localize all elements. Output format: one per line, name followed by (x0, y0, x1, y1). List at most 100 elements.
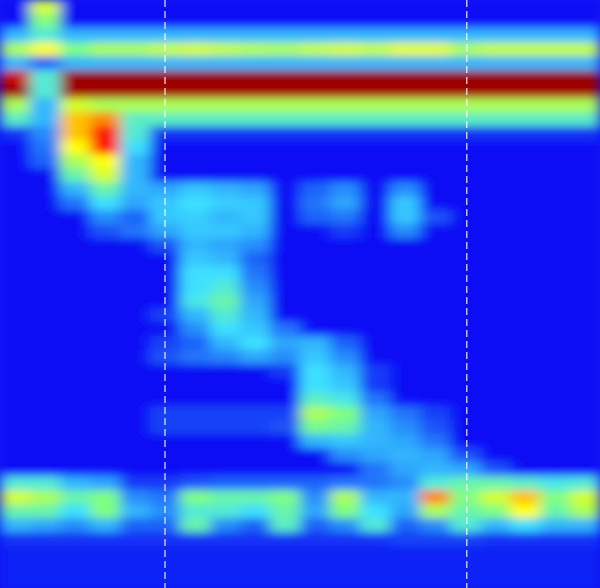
heatmap-cell (450, 196, 481, 211)
heatmap-cell (420, 532, 451, 547)
heatmap-cell (300, 378, 331, 393)
heatmap-cell (510, 196, 541, 211)
heatmap-cell (270, 364, 301, 379)
heatmap-cell (330, 560, 361, 575)
heatmap-cell (510, 532, 541, 547)
heatmap-cell (270, 350, 301, 365)
heatmap-cell (450, 280, 481, 295)
heatmap-cell (270, 238, 301, 253)
heatmap-cell (480, 294, 511, 309)
heatmap-cell (180, 28, 211, 43)
heatmap-cell (60, 364, 91, 379)
heatmap-cell (0, 532, 31, 547)
heatmap-cell (540, 476, 571, 491)
heatmap-cell (90, 490, 121, 505)
heatmap-cell (360, 182, 391, 197)
heatmap-cell (300, 266, 331, 281)
heatmap-cell (210, 126, 241, 141)
heatmap-cell (210, 490, 241, 505)
plot-area (0, 0, 600, 588)
heatmap-cell (90, 364, 121, 379)
heatmap-cell (540, 490, 571, 505)
heatmap-cell (330, 210, 361, 225)
heatmap-cell (60, 210, 91, 225)
heatmap-cell (450, 364, 481, 379)
heatmap-cell (120, 42, 151, 57)
heatmap-cell (570, 490, 600, 505)
heatmap-cell (420, 238, 451, 253)
heatmap-cell (450, 336, 481, 351)
heatmap-cell (0, 378, 31, 393)
heatmap-cell (390, 392, 421, 407)
plot-background (0, 0, 600, 588)
heatmap-cell (420, 434, 451, 449)
heatmap-cell (120, 280, 151, 295)
heatmap-cell (450, 56, 481, 71)
heatmap-cell (210, 574, 241, 588)
heatmap-cell (60, 112, 91, 127)
heatmap-cell (480, 378, 511, 393)
heatmap-cell (120, 14, 151, 29)
heatmap-cell (390, 14, 421, 29)
heatmap-cell (300, 42, 331, 57)
heatmap-cell (90, 70, 121, 85)
heatmap-cell (240, 364, 271, 379)
heatmap-cell (180, 280, 211, 295)
heatmap-cell (30, 406, 61, 421)
heatmap-cell (30, 0, 61, 15)
heatmap-cell (420, 168, 451, 183)
heatmap-cell (510, 504, 541, 519)
heatmap-cell (480, 560, 511, 575)
heatmap-cell (90, 476, 121, 491)
heatmap-cell (390, 182, 421, 197)
heatmap-cell (480, 84, 511, 99)
heatmap-cell (510, 210, 541, 225)
heatmap-cell (360, 28, 391, 43)
heatmap-cell (480, 112, 511, 127)
heatmap-cell (210, 280, 241, 295)
heatmap-cell (30, 546, 61, 561)
heatmap-cell (210, 42, 241, 57)
heatmap-cell (450, 252, 481, 267)
heatmap-cell (570, 98, 600, 113)
heatmap-cell (360, 518, 391, 533)
heatmap-cell (120, 322, 151, 337)
heatmap-cell (120, 336, 151, 351)
heatmap-cell (180, 98, 211, 113)
heatmap-cell (300, 126, 331, 141)
heatmap-cell (510, 0, 541, 15)
heatmap-cell (180, 112, 211, 127)
heatmap-cell (120, 294, 151, 309)
heatmap-cell (570, 210, 600, 225)
heatmap-cell (300, 504, 331, 519)
heatmap-cell (390, 280, 421, 295)
heatmap-cell (0, 574, 31, 588)
heatmap-cell (330, 294, 361, 309)
heatmap-cell (120, 308, 151, 323)
heatmap-cell (450, 112, 481, 127)
heatmap-cell (30, 210, 61, 225)
heatmap-cell (210, 140, 241, 155)
heatmap-cell (570, 266, 600, 281)
heatmap-cell (240, 476, 271, 491)
heatmap-cell (270, 112, 301, 127)
heatmap-cell (540, 322, 571, 337)
heatmap-cell (0, 210, 31, 225)
heatmap-cell (510, 350, 541, 365)
heatmap-cell (0, 112, 31, 127)
heatmap-cell (180, 224, 211, 239)
heatmap-cell (510, 280, 541, 295)
heatmap-cell (450, 182, 481, 197)
heatmap-cell (180, 504, 211, 519)
heatmap-cell (300, 392, 331, 407)
heatmap-cell (540, 168, 571, 183)
heatmap-cell (0, 560, 31, 575)
heatmap-cell (570, 476, 600, 491)
heatmap-cell (330, 420, 361, 435)
heatmap-cell (510, 126, 541, 141)
heatmap-cell (570, 126, 600, 141)
heatmap-cell (90, 574, 121, 588)
heatmap-cell (30, 574, 61, 588)
heatmap-cell (30, 84, 61, 99)
heatmap-cell (300, 560, 331, 575)
